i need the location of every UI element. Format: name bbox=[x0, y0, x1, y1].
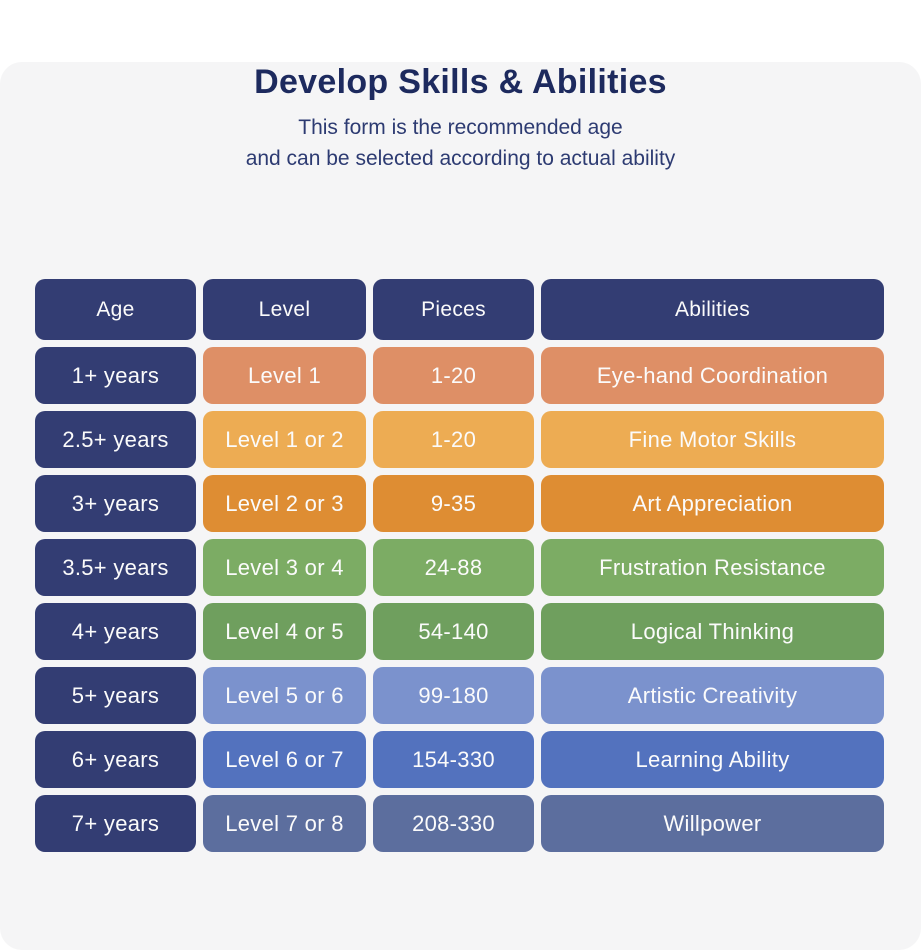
table-row: 3.5+ years Level 3 or 4 24-88 Frustratio… bbox=[35, 539, 884, 596]
table-row: 4+ years Level 4 or 5 54-140 Logical Thi… bbox=[35, 603, 884, 660]
table-row: 5+ years Level 5 or 6 99-180 Artistic Cr… bbox=[35, 667, 884, 724]
age-cell: 5+ years bbox=[35, 667, 196, 724]
ability-cell: Logical Thinking bbox=[541, 603, 884, 660]
ability-cell: Learning Ability bbox=[541, 731, 884, 788]
age-cell: 1+ years bbox=[35, 347, 196, 404]
age-cell: 2.5+ years bbox=[35, 411, 196, 468]
pieces-cell: 154-330 bbox=[373, 731, 534, 788]
column-header-age: Age bbox=[35, 279, 196, 340]
column-header-level: Level bbox=[203, 279, 366, 340]
subtitle: This form is the recommended age and can… bbox=[0, 112, 921, 174]
level-cell: Level 2 or 3 bbox=[203, 475, 366, 532]
age-cell: 4+ years bbox=[35, 603, 196, 660]
pieces-cell: 54-140 bbox=[373, 603, 534, 660]
ability-cell: Fine Motor Skills bbox=[541, 411, 884, 468]
age-cell: 3.5+ years bbox=[35, 539, 196, 596]
ability-cell: Eye-hand Coordination bbox=[541, 347, 884, 404]
table-row: 1+ years Level 1 1-20 Eye-hand Coordinat… bbox=[35, 347, 884, 404]
subtitle-line-2: and can be selected according to actual … bbox=[245, 147, 676, 170]
level-cell: Level 1 bbox=[203, 347, 366, 404]
table-row: 6+ years Level 6 or 7 154-330 Learning A… bbox=[35, 731, 884, 788]
table-header-row: Age Level Pieces Abilities bbox=[35, 279, 884, 340]
page-title: Develop Skills & Abilities bbox=[254, 63, 667, 101]
pieces-cell: 1-20 bbox=[373, 347, 534, 404]
subtitle-line-1: This form is the recommended age bbox=[298, 116, 623, 139]
infographic-card: Develop Skills & Abilities This form is … bbox=[0, 62, 921, 950]
ability-cell: Artistic Creativity bbox=[541, 667, 884, 724]
level-cell: Level 7 or 8 bbox=[203, 795, 366, 852]
column-header-abilities: Abilities bbox=[541, 279, 884, 340]
level-cell: Level 4 or 5 bbox=[203, 603, 366, 660]
table-row: 7+ years Level 7 or 8 208-330 Willpower bbox=[35, 795, 884, 852]
level-cell: Level 1 or 2 bbox=[203, 411, 366, 468]
age-cell: 6+ years bbox=[35, 731, 196, 788]
age-cell: 3+ years bbox=[35, 475, 196, 532]
level-cell: Level 5 or 6 bbox=[203, 667, 366, 724]
ability-cell: Willpower bbox=[541, 795, 884, 852]
pieces-cell: 208-330 bbox=[373, 795, 534, 852]
table-row: 3+ years Level 2 or 3 9-35 Art Appreciat… bbox=[35, 475, 884, 532]
pieces-cell: 99-180 bbox=[373, 667, 534, 724]
ability-cell: Art Appreciation bbox=[541, 475, 884, 532]
pieces-cell: 24-88 bbox=[373, 539, 534, 596]
level-cell: Level 6 or 7 bbox=[203, 731, 366, 788]
column-header-pieces: Pieces bbox=[373, 279, 534, 340]
ability-cell: Frustration Resistance bbox=[541, 539, 884, 596]
pieces-cell: 9-35 bbox=[373, 475, 534, 532]
pieces-cell: 1-20 bbox=[373, 411, 534, 468]
table-row: 2.5+ years Level 1 or 2 1-20 Fine Motor … bbox=[35, 411, 884, 468]
level-cell: Level 3 or 4 bbox=[203, 539, 366, 596]
skills-table: Age Level Pieces Abilities 1+ years Leve… bbox=[35, 279, 884, 852]
age-cell: 7+ years bbox=[35, 795, 196, 852]
